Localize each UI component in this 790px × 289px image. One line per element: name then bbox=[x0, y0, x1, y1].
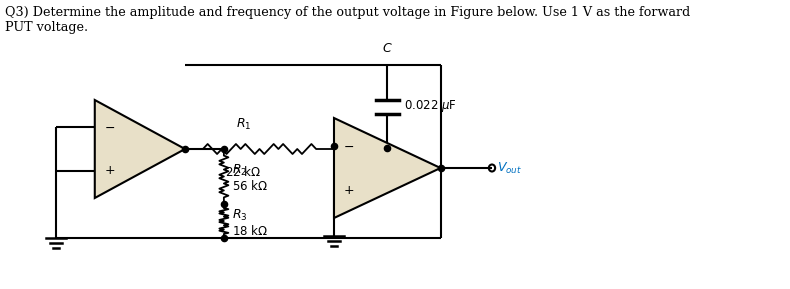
Text: 56 k$\Omega$: 56 k$\Omega$ bbox=[232, 179, 268, 194]
Point bbox=[381, 146, 393, 150]
Point bbox=[328, 144, 340, 148]
Text: $R_3$: $R_3$ bbox=[232, 208, 247, 223]
Point bbox=[217, 202, 230, 206]
Text: $-$: $-$ bbox=[103, 121, 115, 134]
Polygon shape bbox=[95, 100, 185, 198]
Text: $+$: $+$ bbox=[103, 164, 115, 177]
Text: 22 k$\Omega$: 22 k$\Omega$ bbox=[225, 165, 261, 179]
Text: PUT voltage.: PUT voltage. bbox=[5, 21, 88, 34]
Text: $V_{out}$: $V_{out}$ bbox=[498, 160, 522, 175]
Point bbox=[217, 147, 230, 151]
Point bbox=[179, 147, 191, 151]
Text: $+$: $+$ bbox=[343, 184, 354, 197]
Text: $-$: $-$ bbox=[343, 140, 354, 153]
Point bbox=[435, 166, 447, 170]
Text: $R_2$: $R_2$ bbox=[232, 163, 247, 178]
Polygon shape bbox=[334, 118, 441, 218]
Text: 0.022 $\mu$F: 0.022 $\mu$F bbox=[404, 99, 457, 114]
Point bbox=[217, 236, 230, 240]
Text: Q3) Determine the amplitude and frequency of the output voltage in Figure below.: Q3) Determine the amplitude and frequenc… bbox=[5, 6, 690, 19]
Text: 18 k$\Omega$: 18 k$\Omega$ bbox=[232, 224, 268, 238]
Text: $C$: $C$ bbox=[382, 42, 393, 55]
Text: $R_1$: $R_1$ bbox=[235, 117, 251, 132]
